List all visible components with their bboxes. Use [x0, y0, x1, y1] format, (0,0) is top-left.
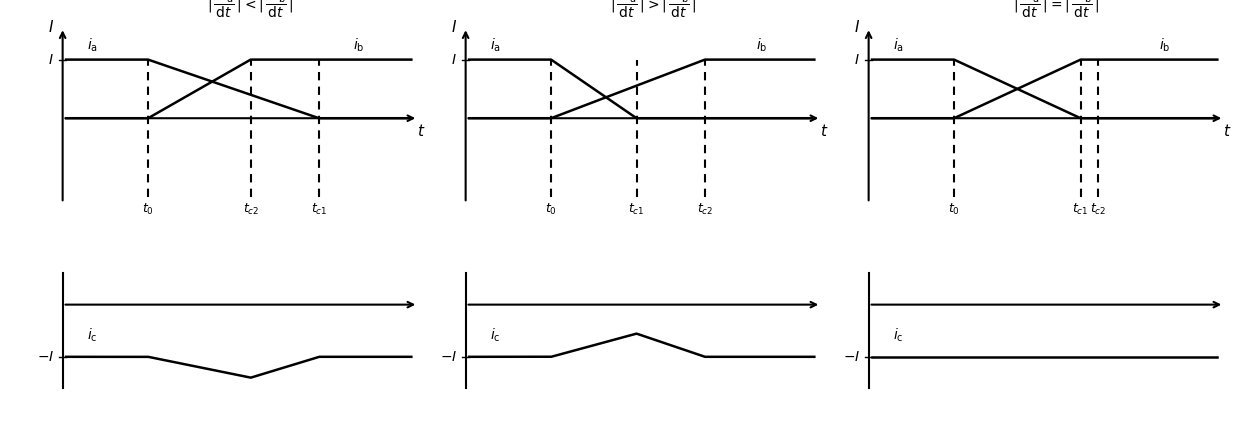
Text: $I$: $I$: [854, 20, 861, 35]
Text: $|\,\dfrac{\mathrm{d}i_{\mathrm{a}}}{\mathrm{d}t}\,|>|\,\dfrac{\mathrm{d}i_{\mat: $|\,\dfrac{\mathrm{d}i_{\mathrm{a}}}{\ma…: [610, 0, 697, 20]
Text: $i_{\rm c}$: $i_{\rm c}$: [490, 326, 500, 344]
Text: $i_{\rm c}$: $i_{\rm c}$: [893, 326, 903, 344]
Text: $i_{\rm c}$: $i_{\rm c}$: [87, 326, 97, 344]
Text: $i_{\rm a}$: $i_{\rm a}$: [490, 36, 501, 54]
Text: $i_{\rm b}$: $i_{\rm b}$: [353, 36, 365, 54]
Text: $-I$: $-I$: [37, 350, 55, 364]
Text: $|\,\dfrac{\mathrm{d}i_{\mathrm{a}}}{\mathrm{d}t}\,|=|\,\dfrac{\mathrm{d}i_{\mat: $|\,\dfrac{\mathrm{d}i_{\mathrm{a}}}{\ma…: [1013, 0, 1100, 20]
Text: $-I$: $-I$: [843, 350, 861, 364]
Text: $t_{c1}$: $t_{c1}$: [629, 201, 645, 217]
Text: $|\,\dfrac{\mathrm{d}i_{\mathrm{a}}}{\mathrm{d}t}\,|<|\,\dfrac{\mathrm{d}i_{\mat: $|\,\dfrac{\mathrm{d}i_{\mathrm{a}}}{\ma…: [207, 0, 294, 20]
Text: $t$: $t$: [821, 123, 828, 139]
Text: $-I$: $-I$: [440, 350, 458, 364]
Text: $I$: $I$: [451, 53, 458, 67]
Text: $i_{\rm a}$: $i_{\rm a}$: [893, 36, 904, 54]
Text: $t_{c1}$: $t_{c1}$: [311, 201, 327, 217]
Text: $I$: $I$: [854, 53, 861, 67]
Text: $i_{\rm b}$: $i_{\rm b}$: [1159, 36, 1171, 54]
Text: $I$: $I$: [48, 20, 55, 35]
Text: $t_0$: $t_0$: [143, 201, 154, 217]
Text: $t$: $t$: [1224, 123, 1231, 139]
Text: $t_0$: $t_0$: [546, 201, 557, 217]
Text: $I$: $I$: [48, 53, 55, 67]
Text: $t_{c2}$: $t_{c2}$: [1090, 201, 1106, 217]
Text: $I$: $I$: [451, 20, 458, 35]
Text: $t$: $t$: [418, 123, 425, 139]
Text: $t_0$: $t_0$: [949, 201, 960, 217]
Text: $t_{c2}$: $t_{c2}$: [697, 201, 713, 217]
Text: $i_{\rm b}$: $i_{\rm b}$: [756, 36, 768, 54]
Text: $t_{c1}$: $t_{c1}$: [1073, 201, 1089, 217]
Text: $i_{\rm a}$: $i_{\rm a}$: [87, 36, 98, 54]
Text: $t_{c2}$: $t_{c2}$: [243, 201, 259, 217]
